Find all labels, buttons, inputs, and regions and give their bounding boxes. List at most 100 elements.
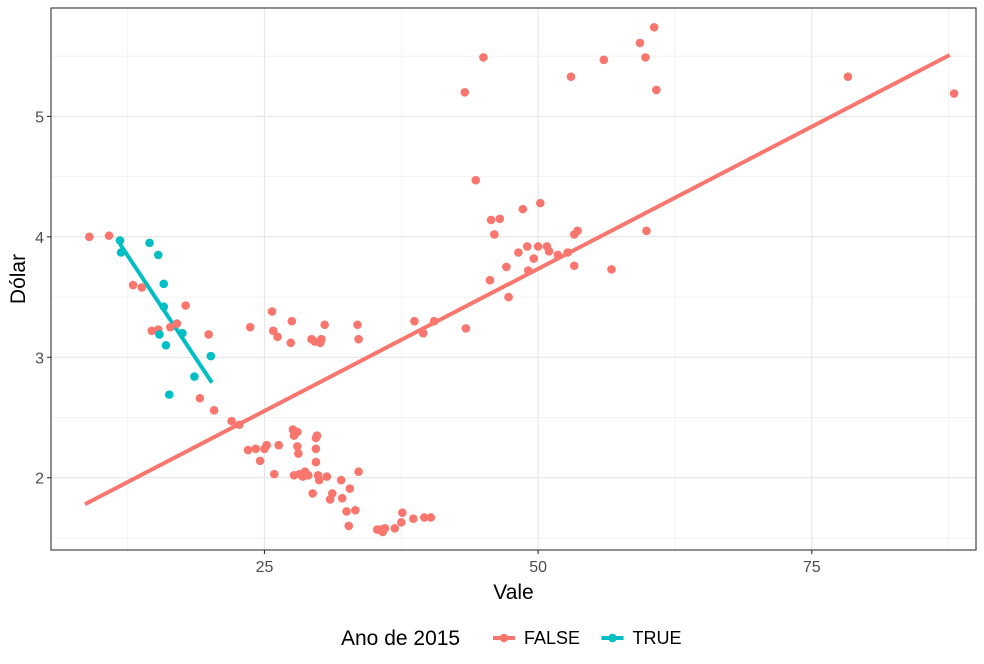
legend: Ano de 2015 FALSE TRUE — [341, 627, 682, 650]
data-point-false — [262, 440, 271, 450]
data-point-false — [518, 204, 528, 214]
data-point-false — [322, 472, 332, 481]
legend-key-point-false — [499, 633, 509, 643]
data-point-false — [209, 405, 219, 415]
legend-label-true: TRUE — [633, 628, 682, 648]
data-point-false — [533, 242, 543, 251]
x-tick-label: 50 — [529, 559, 547, 576]
y-tick-label: 2 — [35, 471, 44, 488]
data-point-false — [398, 508, 407, 517]
data-point-false — [344, 521, 354, 531]
data-point-false — [479, 53, 488, 62]
x-axis-ticks: 25 50 75 — [256, 550, 821, 576]
data-point-false — [418, 328, 428, 338]
data-point-false — [303, 471, 313, 480]
data-point-true — [161, 340, 171, 350]
data-point-false — [311, 444, 321, 454]
data-point-false — [337, 493, 347, 503]
data-point-false — [255, 456, 265, 466]
data-point-true — [206, 351, 216, 361]
data-point-false — [641, 53, 650, 62]
data-point-false — [227, 416, 236, 426]
data-point-false — [354, 334, 363, 344]
data-point-false — [843, 72, 853, 81]
data-point-false — [419, 513, 429, 522]
data-point-false — [317, 334, 326, 344]
data-point-false — [181, 301, 190, 310]
data-point-false — [460, 88, 470, 97]
data-point-false — [314, 475, 324, 485]
data-point-false — [544, 246, 554, 256]
data-point-true — [159, 279, 169, 289]
regression-lines — [84, 53, 951, 507]
data-point-false — [294, 449, 303, 458]
data-point-false — [573, 226, 582, 236]
data-point-true — [116, 248, 126, 257]
data-point-false — [274, 440, 283, 450]
data-point-false — [287, 316, 297, 326]
data-point-false — [569, 261, 579, 271]
data-point-false — [429, 316, 439, 326]
data-point-false — [410, 316, 419, 326]
data-point-false — [354, 467, 363, 477]
data-point-false — [529, 254, 539, 263]
data-point-false — [396, 517, 406, 527]
data-point-false — [599, 55, 609, 65]
data-point-false — [293, 427, 302, 437]
y-tick-label: 4 — [35, 230, 44, 247]
data-point-false — [504, 292, 513, 302]
y-axis-title: Dólar — [7, 254, 30, 304]
data-point-false — [536, 198, 545, 208]
data-point-false — [486, 215, 496, 225]
legend-label-false: FALSE — [524, 628, 580, 648]
data-point-false — [308, 489, 317, 498]
data-point-true — [155, 330, 164, 339]
data-point-false — [320, 320, 329, 330]
data-point-false — [166, 322, 175, 332]
data-point-false — [502, 262, 511, 272]
grid-lines — [51, 8, 976, 550]
data-point-false — [523, 266, 533, 275]
y-tick-label: 5 — [35, 109, 44, 126]
data-point-false — [273, 332, 282, 342]
data-point-false — [342, 507, 351, 516]
data-points — [85, 22, 959, 537]
data-point-false — [234, 420, 244, 430]
data-point-true — [159, 302, 169, 312]
data-point-false — [409, 514, 418, 523]
data-point-false — [514, 248, 523, 257]
data-point-false — [293, 442, 302, 451]
data-point-false — [566, 72, 576, 81]
data-point-false — [553, 250, 563, 260]
data-point-false — [328, 489, 337, 498]
data-point-false — [495, 214, 505, 224]
data-point-false — [471, 175, 481, 185]
data-point-false — [522, 242, 532, 251]
data-point-false — [204, 330, 213, 339]
data-point-false — [104, 231, 114, 240]
data-point-false — [642, 226, 651, 236]
data-point-false — [336, 475, 346, 485]
data-point-false — [270, 469, 279, 479]
data-point-false — [949, 89, 959, 98]
data-point-true — [190, 372, 199, 381]
y-axis-ticks: 2 3 4 5 — [35, 109, 51, 488]
fit-line-true — [118, 242, 214, 384]
data-point-false — [245, 322, 255, 332]
data-point-false — [635, 38, 645, 48]
data-point-false — [353, 320, 362, 330]
data-point-false — [652, 85, 661, 95]
data-point-true — [153, 250, 163, 260]
data-point-false — [137, 283, 147, 292]
data-point-true — [115, 236, 125, 245]
data-point-false — [345, 484, 355, 493]
data-point-false — [426, 513, 436, 522]
data-point-true — [145, 238, 154, 248]
data-point-false — [390, 524, 400, 533]
legend-title: Ano de 2015 — [341, 627, 460, 650]
data-point-false — [563, 248, 572, 257]
data-point-false — [267, 307, 277, 316]
data-point-false — [351, 505, 360, 515]
